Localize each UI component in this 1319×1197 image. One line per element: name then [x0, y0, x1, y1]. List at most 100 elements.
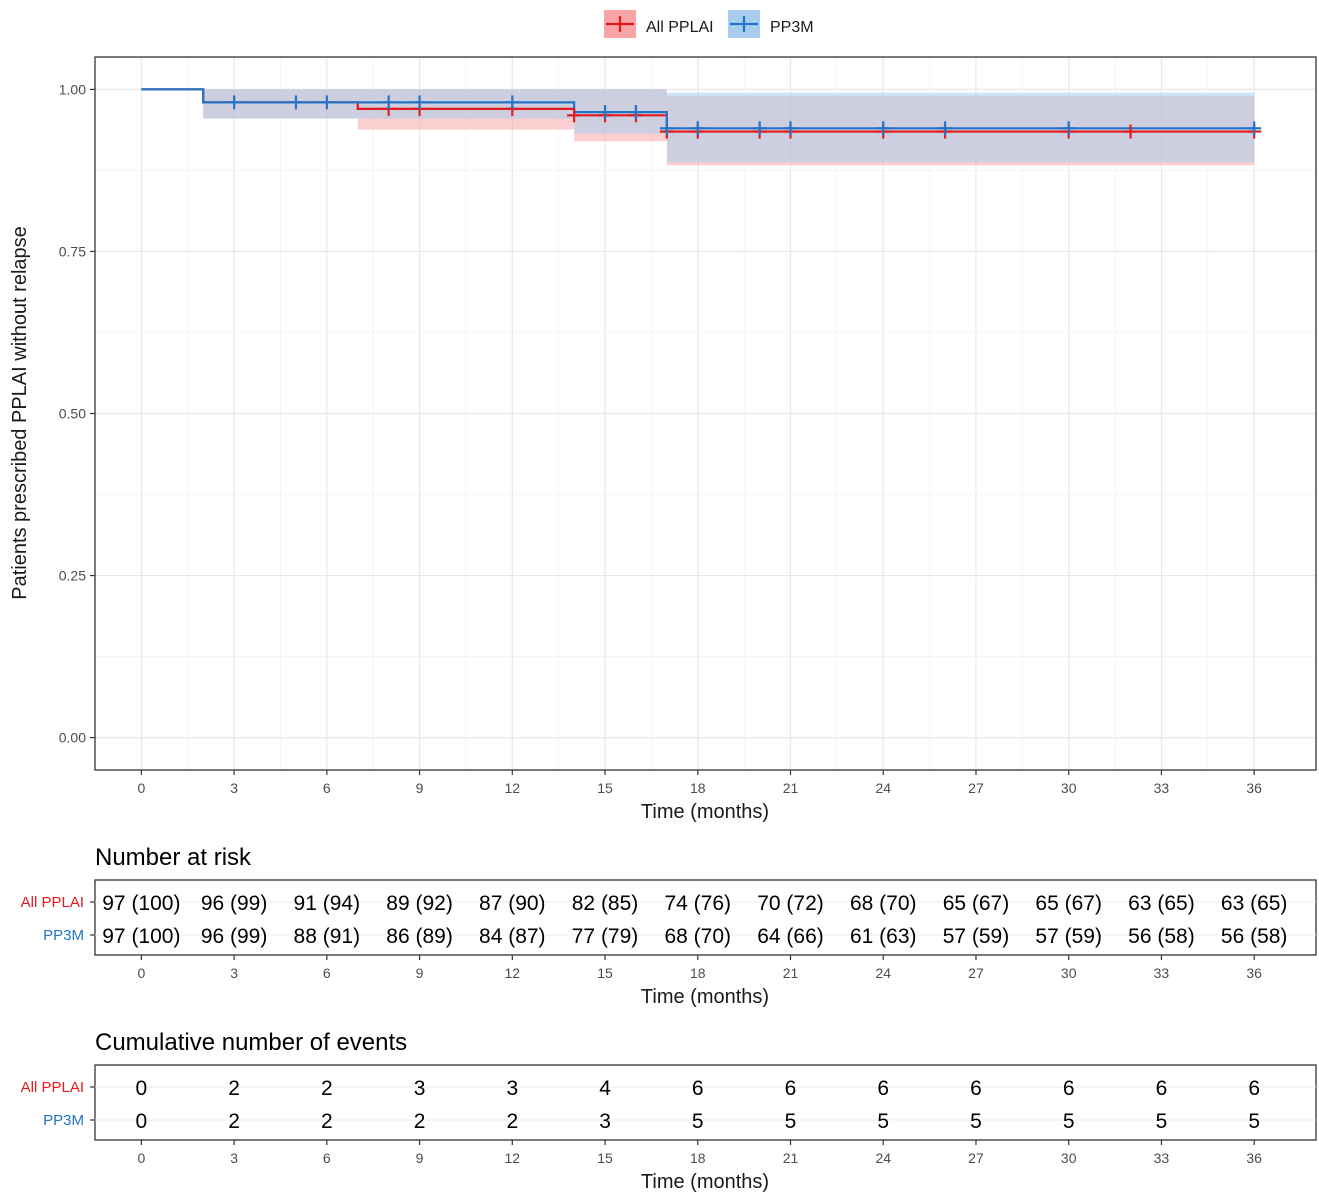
table-row-label-pp3m: PP3M: [43, 1112, 84, 1129]
risk-table-cells: All PPLAI 97 (100) 96 (99) 91 (94) 89 (92) 87…: [21, 892, 1316, 948]
table-row-label-all-pplai: All PPLAI: [21, 894, 84, 911]
censor-mark-pp3m: [876, 121, 891, 136]
censor-mark-pp3m: [412, 95, 427, 110]
y-tick-label: 0.25: [59, 568, 86, 584]
legend-item-pp3m: PP3M: [728, 10, 814, 38]
table-cell: 63 (65): [1221, 892, 1288, 915]
x-tick-label: 0: [137, 965, 145, 981]
y-tick-label: 0.00: [59, 730, 86, 746]
table-cell: 2: [228, 1110, 240, 1133]
y-tick-label: 0.75: [59, 243, 86, 259]
censor-mark-pp3m: [288, 95, 303, 110]
table-cell: 57 (59): [943, 925, 1010, 948]
x-tick-label: 12: [505, 965, 521, 981]
legend-label-all-pplai: All PPLAI: [646, 19, 714, 36]
table-cell: 0: [136, 1110, 148, 1133]
table-cell: 74 (76): [664, 892, 731, 915]
table-cell: 70 (72): [757, 892, 824, 915]
x-tick-label: 9: [416, 965, 424, 981]
x-tick-label: 18: [690, 1150, 706, 1166]
table-cell: 56 (58): [1128, 925, 1195, 948]
table-cell: 5: [1248, 1110, 1260, 1133]
table-cell: 2: [321, 1077, 333, 1100]
censor-mark-pp3m: [227, 95, 242, 110]
x-tick-label: 27: [968, 780, 984, 796]
x-tick-label: 27: [968, 965, 984, 981]
table-cell: 6: [692, 1077, 704, 1100]
number-at-risk-table: Number at risk All PPLAI 97 (100) 96 (99) 9…: [21, 844, 1317, 1008]
censor-mark-pp3m: [1247, 121, 1262, 136]
x-tick-label: 15: [597, 780, 613, 796]
censor-mark-pp3m: [628, 105, 643, 120]
events-table-cells: All PPLAI 0 2 2 3 3 4 6 6 6 6 6 6 6 PP3M 0 2 2 2 2 3 5 5 5 5 5 5 5: [21, 1077, 1316, 1133]
x-tick-label: 33: [1154, 965, 1170, 981]
table-cell: 82 (85): [572, 892, 639, 915]
table-cell: 5: [692, 1110, 704, 1133]
table-row-label-all-pplai: All PPLAI: [21, 1079, 84, 1096]
table-cell: 97 (100): [102, 925, 180, 948]
x-tick-label: 24: [875, 1150, 891, 1166]
table-cell: 2: [321, 1110, 333, 1133]
table-cell: 68 (70): [664, 925, 731, 948]
table-cell: 97 (100): [102, 892, 180, 915]
x-tick-label: 6: [323, 1150, 331, 1166]
x-tick-label: 12: [505, 1150, 521, 1166]
x-tick-label: 21: [783, 1150, 799, 1166]
table-row-label-pp3m: PP3M: [43, 927, 84, 944]
table-cell: 5: [785, 1110, 797, 1133]
x-tick-label: 0: [137, 780, 145, 796]
table-cell: 2: [414, 1110, 426, 1133]
table-cell: 5: [1063, 1110, 1075, 1133]
survival-plot: 0.000.250.500.751.00 0 3 6 9 12 15 18 21 24 27 30 3…: [9, 56, 1317, 823]
table-cell: 6: [877, 1077, 889, 1100]
censor-mark-pp3m: [598, 105, 613, 120]
table-cell: 3: [599, 1110, 611, 1133]
table-cell: 2: [506, 1110, 518, 1133]
x-tick-label: 30: [1061, 1150, 1077, 1166]
table-cell: 4: [599, 1077, 611, 1100]
gridlines: [95, 57, 1316, 770]
x-tick-label: 21: [783, 965, 799, 981]
y-axis: 0.00 0.25 0.50 0.75 1.00: [59, 81, 95, 746]
x-tick-label: 0: [137, 1150, 145, 1166]
x-tick-label: 36: [1246, 1150, 1262, 1166]
censor-mark-pp3m: [783, 121, 798, 136]
risk-table-border: [94, 879, 1317, 956]
table-cell: 84 (87): [479, 925, 546, 948]
x-tick-label: 27: [968, 1150, 984, 1166]
x-tick-label: 9: [416, 780, 424, 796]
x-tick-label: 18: [690, 780, 706, 796]
x-tick-label: 6: [323, 965, 331, 981]
censor-mark-all-pplai: [1123, 124, 1138, 139]
table-cell: 5: [1156, 1110, 1168, 1133]
censor-marks: [227, 95, 1262, 139]
legend: All PPLAI PP3M: [604, 10, 814, 38]
events-table-title: Cumulative number of events: [95, 1029, 407, 1056]
events-table-border: [94, 1064, 1317, 1141]
table-cell: 5: [970, 1110, 982, 1133]
table-cell: 91 (94): [294, 892, 361, 915]
x-tick-label: 30: [1061, 965, 1077, 981]
x-tick-label: 24: [875, 780, 891, 796]
table-cell: 6: [970, 1077, 982, 1100]
x-tick-label: 36: [1246, 780, 1262, 796]
table-cell: 6: [1063, 1077, 1075, 1100]
table-cell: 6: [1156, 1077, 1168, 1100]
table-cell: 64 (66): [757, 925, 824, 948]
legend-item-all-pplai: All PPLAI: [604, 10, 714, 38]
table-cell: 57 (59): [1035, 925, 1102, 948]
x-tick-label: 3: [230, 965, 238, 981]
table-cell: 96 (99): [201, 925, 268, 948]
x-tick-label: 12: [505, 780, 521, 796]
table-cell: 77 (79): [572, 925, 639, 948]
x-tick-label: 33: [1154, 780, 1170, 796]
censor-mark-pp3m: [1061, 121, 1076, 136]
table-cell: 6: [785, 1077, 797, 1100]
censor-mark-pp3m: [505, 95, 520, 110]
censor-mark-pp3m: [690, 121, 705, 136]
censor-mark-pp3m: [381, 95, 396, 110]
y-tick-label: 0.50: [59, 406, 86, 422]
table-cell: 65 (67): [1035, 892, 1102, 915]
x-tick-label: 15: [597, 965, 613, 981]
risk-table-x-axis: 0 3 6 9 12 15 18 21 24 27 30 33 36: [137, 955, 1262, 981]
